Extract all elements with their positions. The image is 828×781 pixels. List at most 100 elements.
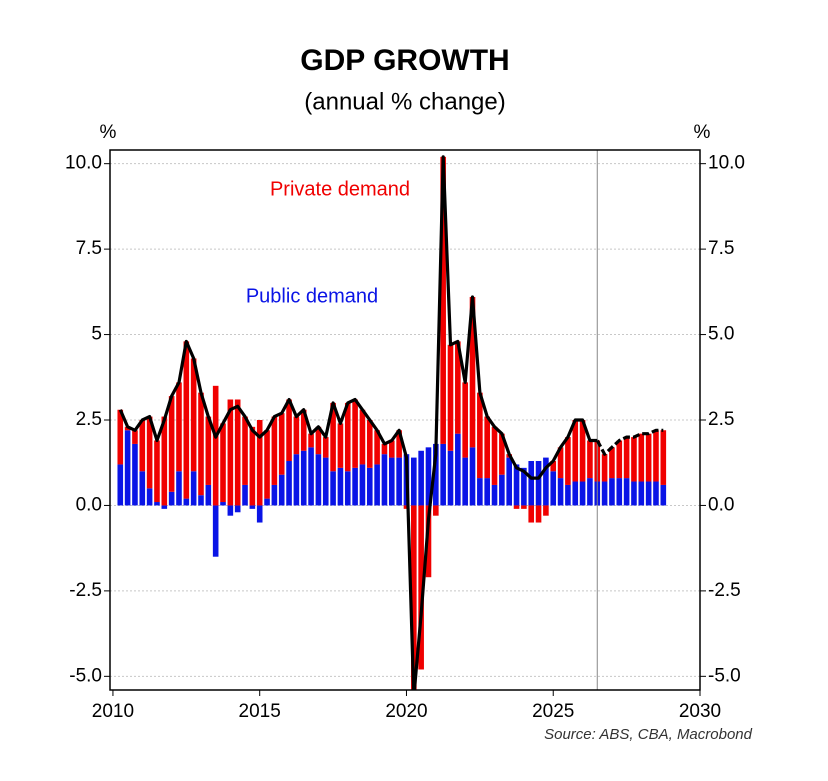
bar: [631, 481, 637, 506]
bar: [491, 426, 498, 485]
bar: [161, 505, 168, 509]
bar: [506, 457, 513, 506]
bar: [124, 430, 131, 506]
bar: [535, 461, 542, 506]
bar: [381, 443, 388, 455]
x-tick-label: 2015: [239, 701, 281, 722]
y2-tick-label: 10.0: [708, 153, 745, 174]
y2-tick-label: 5.0: [708, 324, 734, 345]
bar: [352, 399, 358, 468]
bar: [374, 464, 380, 506]
bar: [322, 457, 329, 506]
bar: [256, 420, 263, 506]
bar: [616, 478, 623, 506]
bar: [557, 478, 564, 506]
bar: [587, 478, 593, 506]
bar: [234, 399, 241, 506]
bar: [433, 505, 439, 516]
bar: [220, 502, 226, 506]
bar: [425, 447, 432, 506]
bar: [330, 402, 336, 472]
bar: [132, 443, 138, 506]
bar: [249, 505, 256, 509]
bar: [242, 484, 248, 506]
bar: [579, 420, 586, 482]
bar: [521, 467, 527, 506]
bar: [601, 481, 608, 506]
bar: [388, 457, 395, 506]
bar: [212, 505, 219, 557]
bar: [653, 481, 659, 506]
y-tick-label: 2.5: [76, 409, 102, 430]
bar: [499, 433, 505, 475]
bar: [528, 505, 535, 523]
bar: [418, 505, 424, 670]
bar: [205, 484, 212, 506]
y2-tick-label: -5.0: [708, 665, 741, 686]
bar: [146, 488, 153, 506]
bar: [638, 433, 645, 482]
public-label: Public demand: [246, 285, 378, 307]
y-unit: %: [100, 122, 117, 143]
bar: [264, 498, 270, 506]
y-tick-label: -2.5: [69, 580, 102, 601]
bar: [455, 341, 461, 434]
bar: [469, 296, 476, 448]
bar: [366, 420, 373, 468]
y2-tick-label: 7.5: [708, 238, 734, 259]
bar: [396, 457, 402, 506]
bar: [161, 416, 168, 506]
bar: [623, 478, 630, 506]
bar: [623, 437, 630, 479]
bar: [462, 382, 468, 458]
bar: [308, 433, 314, 448]
bar: [645, 433, 652, 482]
bar: [528, 461, 535, 506]
bar: [609, 447, 615, 479]
bar: [396, 430, 402, 458]
bar: [300, 450, 307, 506]
bar: [198, 392, 204, 496]
bar: [198, 495, 204, 506]
bar: [337, 423, 344, 468]
bar: [190, 471, 197, 506]
bar: [447, 344, 454, 451]
bar: [477, 478, 483, 506]
x-tick-label: 2025: [532, 701, 574, 722]
bar: [227, 399, 234, 506]
bar: [366, 467, 373, 506]
y2-unit: %: [694, 122, 711, 143]
bar: [117, 409, 124, 465]
bar: [469, 447, 476, 506]
bar: [381, 454, 388, 506]
bar: [609, 478, 615, 506]
bar: [455, 433, 461, 506]
bar: [374, 430, 380, 465]
bar: [183, 341, 190, 499]
bar: [550, 471, 557, 506]
bar: [242, 416, 248, 485]
bar: [388, 440, 395, 458]
total-line: [118, 155, 598, 690]
bar: [491, 484, 498, 506]
bar: [322, 437, 329, 458]
private-label: Private demand: [270, 178, 410, 200]
bar: [359, 464, 366, 506]
bar: [543, 457, 549, 506]
bar: [411, 505, 417, 690]
y2-tick-label: -2.5: [708, 580, 741, 601]
bar: [660, 484, 667, 506]
bar: [447, 450, 454, 506]
bar: [286, 399, 292, 462]
bar: [638, 481, 645, 506]
bar: [271, 416, 278, 485]
bar: [344, 471, 351, 506]
bar: [557, 447, 564, 479]
bar: [293, 416, 300, 455]
bar: [300, 409, 307, 451]
bar: [359, 409, 366, 465]
bar: [337, 467, 344, 506]
x-tick-label: 2010: [92, 701, 134, 722]
bar: [330, 471, 336, 506]
